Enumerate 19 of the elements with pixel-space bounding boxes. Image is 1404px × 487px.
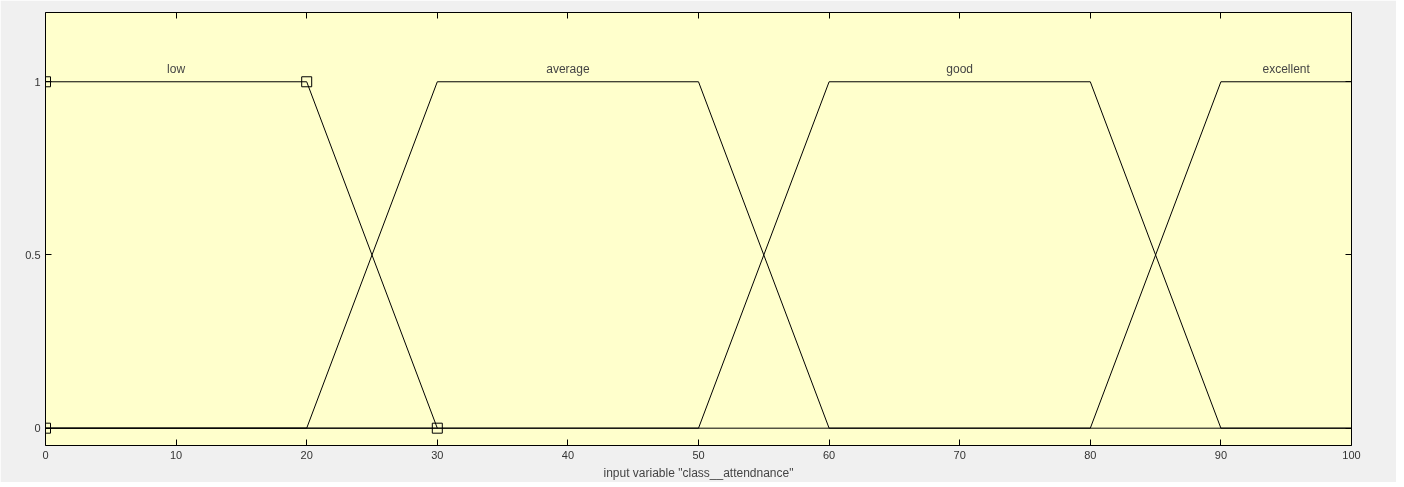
series-label: low [167,61,186,76]
y-tick-label: 0 [34,422,41,435]
x-tick-label: 30 [431,448,444,461]
x-tick-label: 70 [953,448,966,461]
x-tick-label: 60 [822,448,836,461]
x-tick-label: 100 [1342,448,1361,461]
x-tick-label: 40 [561,448,575,461]
series-label: excellent [1262,61,1311,76]
series-label: good [946,61,974,76]
x-tick-label: 50 [692,448,705,461]
x-tick-label: 80 [1084,448,1097,461]
x-tick-label: 0 [42,448,49,461]
y-tick-label: 0.5 [25,248,41,261]
x-tick-label: 10 [169,448,183,461]
y-tick-label: 1 [34,75,41,88]
x-axis-title: input variable "class__attendnance" [603,465,794,480]
series-label: average [546,61,590,76]
x-tick-label: 20 [300,448,313,461]
x-tick-label: 90 [1214,448,1228,461]
